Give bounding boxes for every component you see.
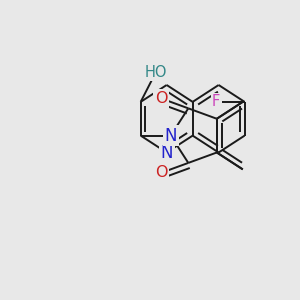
Text: O: O <box>155 165 167 180</box>
Text: N: N <box>164 127 177 145</box>
Text: HO: HO <box>144 65 167 80</box>
Text: N: N <box>160 143 173 161</box>
Text: O: O <box>155 91 167 106</box>
Text: F: F <box>212 94 220 110</box>
